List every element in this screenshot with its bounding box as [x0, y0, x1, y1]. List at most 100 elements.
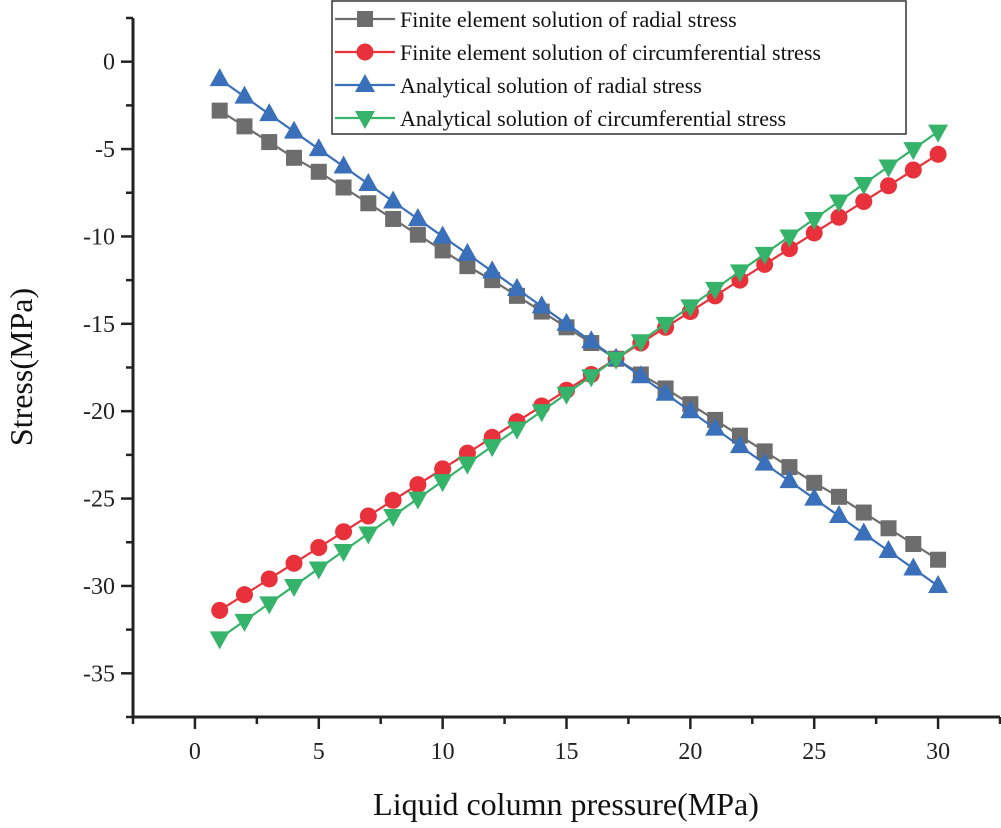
data-point — [308, 561, 329, 580]
data-point — [333, 155, 354, 174]
y-tick-label: 0 — [103, 50, 115, 76]
data-point — [261, 134, 278, 151]
data-point — [680, 299, 701, 318]
x-axis-label: Liquid column pressure(MPa) — [373, 786, 759, 822]
data-point — [853, 177, 874, 196]
data-point — [432, 225, 453, 244]
data-point — [880, 520, 897, 537]
data-point — [383, 190, 404, 209]
data-point — [259, 596, 280, 615]
data-point — [335, 523, 353, 541]
data-point — [904, 161, 922, 179]
series-2 — [211, 145, 947, 619]
data-point — [556, 312, 577, 331]
x-tick-label: 0 — [189, 739, 201, 765]
data-point — [606, 351, 627, 370]
series-line — [219, 109, 939, 561]
data-point — [729, 264, 750, 283]
data-point — [506, 277, 527, 296]
y-tick-label: -15 — [83, 312, 115, 338]
data-point — [556, 386, 577, 405]
legend: Finite element solution of radial stress… — [331, 0, 907, 135]
data-point — [285, 554, 303, 572]
data-point — [284, 120, 305, 139]
x-tick-label: 30 — [926, 739, 950, 765]
data-point — [234, 85, 255, 104]
data-point — [434, 242, 451, 259]
data-point — [806, 474, 823, 491]
data-point — [407, 207, 428, 226]
data-point — [830, 208, 848, 226]
data-point — [581, 330, 602, 349]
data-point — [409, 476, 427, 494]
data-point — [359, 507, 377, 525]
legend-entry: Finite element solution of radial stress — [400, 7, 737, 32]
data-point — [335, 179, 352, 196]
legend-entry: Finite element solution of circumferenti… — [400, 40, 821, 65]
data-point — [779, 470, 800, 489]
legend-entry: Analytical solution of circumferential s… — [400, 106, 786, 131]
data-point — [804, 211, 825, 230]
data-point — [756, 443, 773, 460]
data-point — [506, 421, 527, 440]
data-point — [358, 526, 379, 545]
y-tick-label: -5 — [95, 137, 115, 163]
data-point — [855, 504, 872, 521]
data-point — [880, 177, 898, 195]
series-group — [209, 68, 949, 650]
data-point — [680, 400, 701, 419]
data-point — [655, 382, 676, 401]
data-point — [531, 295, 552, 314]
data-point — [903, 142, 924, 161]
data-point — [310, 538, 328, 556]
data-point — [531, 404, 552, 423]
data-point — [581, 369, 602, 388]
series-3 — [209, 68, 949, 593]
x-tick-label: 20 — [678, 739, 702, 765]
data-point — [630, 334, 651, 353]
data-point — [358, 173, 379, 192]
data-point — [360, 195, 377, 212]
data-point — [432, 474, 453, 493]
data-point — [384, 491, 402, 509]
x-tick-label: 5 — [313, 739, 325, 765]
data-point — [235, 586, 253, 604]
data-point — [729, 435, 750, 454]
data-point — [830, 488, 847, 505]
data-point — [655, 316, 676, 335]
data-point — [209, 68, 230, 87]
data-point — [457, 242, 478, 261]
data-point — [805, 224, 823, 242]
data-point — [878, 539, 899, 558]
series-line — [219, 153, 939, 612]
legend-marker — [357, 11, 373, 27]
data-point — [804, 487, 825, 506]
data-point — [781, 459, 798, 476]
data-point — [286, 149, 303, 166]
x-tick-label: 25 — [802, 739, 826, 765]
data-point — [482, 439, 503, 458]
legend-box — [331, 0, 907, 135]
data-point — [211, 102, 228, 119]
data-point — [828, 194, 849, 213]
data-point — [903, 557, 924, 576]
data-point — [928, 124, 949, 143]
data-point — [853, 522, 874, 541]
data-point — [905, 535, 922, 552]
y-tick-label: -25 — [83, 487, 115, 513]
data-point — [705, 417, 726, 436]
x-tick-label: 15 — [555, 739, 579, 765]
data-point — [459, 258, 476, 275]
data-point — [828, 505, 849, 524]
data-point — [409, 226, 426, 243]
data-point — [259, 103, 280, 122]
series-4 — [209, 124, 949, 650]
data-point — [211, 601, 229, 619]
data-point — [878, 159, 899, 178]
data-point — [482, 260, 503, 279]
y-tick-label: -35 — [83, 661, 115, 687]
data-point — [929, 145, 947, 163]
data-point — [457, 456, 478, 475]
data-point — [308, 138, 329, 157]
data-point — [236, 118, 253, 135]
